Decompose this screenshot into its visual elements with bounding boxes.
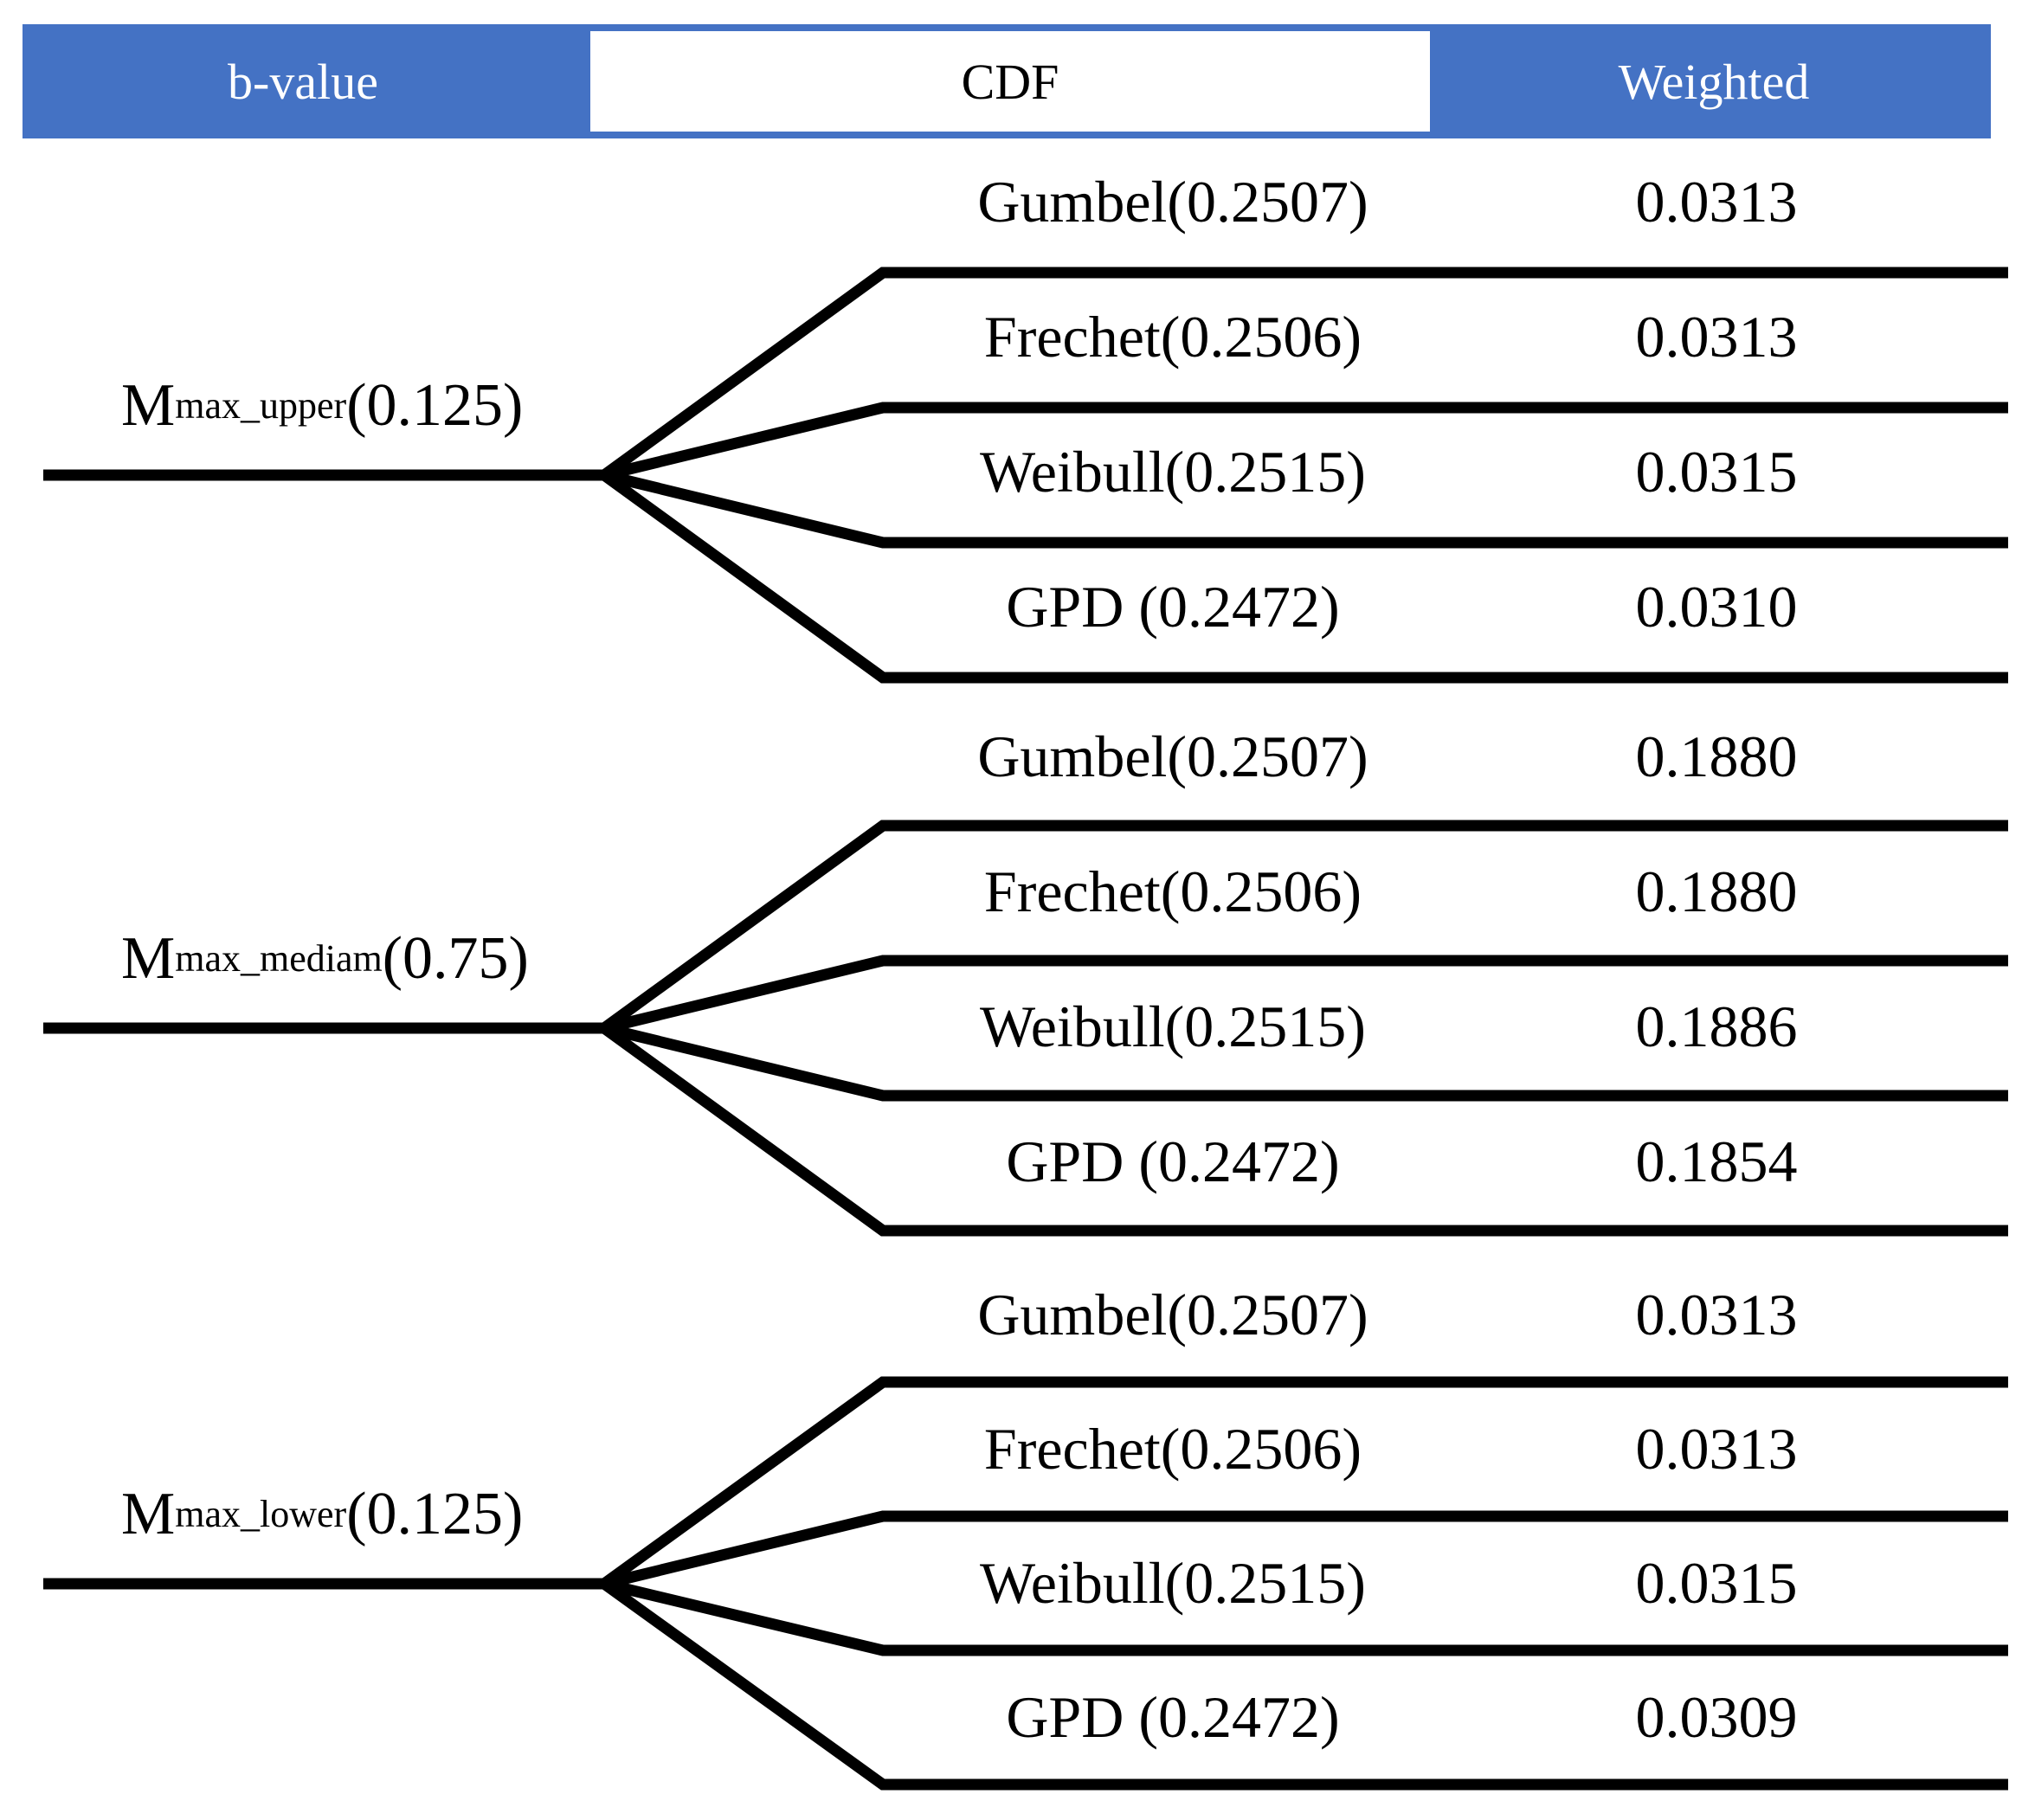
weighted-value: 0.0313 [1635, 303, 1798, 370]
weighted-value: 0.1854 [1635, 1128, 1798, 1194]
weighted-value: 0.0310 [1635, 573, 1798, 640]
weighted-value: 0.0313 [1635, 1281, 1798, 1347]
cdf-label: Weibull(0.2515) [980, 993, 1366, 1059]
branch-2-label-symbol: M [121, 925, 176, 992]
cdf-label: GPD (0.2472) [1006, 1128, 1340, 1194]
header-cell-cdf: CDF [583, 24, 1437, 138]
cdf-label: Gumbel(0.2507) [977, 168, 1368, 235]
branch-1-row-line-weibull [602, 469, 2008, 549]
branch-1-row-line-gpd [601, 470, 2008, 684]
weighted-value: 0.1880 [1635, 858, 1798, 924]
branch-1-row-line-gumbel [601, 267, 2008, 480]
header-weighted-label: Weighted [1618, 53, 1810, 110]
branch-2-label-probability: (0.75) [382, 925, 529, 992]
cdf-label: Gumbel(0.2507) [977, 723, 1368, 789]
branch-2-row-line-frechet [602, 955, 2008, 1034]
weighted-value: 0.1886 [1635, 993, 1798, 1059]
branch-3-label-symbol: M [121, 1481, 176, 1547]
weighted-value: 0.0309 [1635, 1683, 1798, 1750]
weighted-value: 0.0313 [1635, 168, 1798, 235]
cdf-label: GPD (0.2472) [1006, 1683, 1340, 1750]
cdf-label: Frechet(0.2506) [983, 858, 1362, 924]
header-cdf-label: CDF [961, 53, 1059, 110]
branch-3-row-line-frechet [602, 1510, 2008, 1590]
cdf-label: GPD (0.2472) [1006, 573, 1340, 640]
branch-1-label-symbol: M [121, 372, 176, 439]
weighted-value: 0.0315 [1635, 438, 1798, 505]
weighted-value: 0.0313 [1635, 1415, 1798, 1482]
header-cell-b-value: b-value [23, 24, 583, 138]
branch-1-row-line-frechet [602, 402, 2008, 481]
branch-3-label-probability: (0.125) [346, 1481, 524, 1547]
header-b-value-label: b-value [228, 53, 378, 110]
branch-3-row-line-weibull [602, 1578, 2008, 1656]
weighted-value: 0.1880 [1635, 723, 1798, 789]
cdf-label: Frechet(0.2506) [983, 1415, 1362, 1482]
branch-2-row-line-gpd [601, 1023, 2008, 1237]
weighted-value: 0.0315 [1635, 1549, 1798, 1616]
branch-1-label-probability: (0.125) [346, 372, 524, 439]
cdf-label: Weibull(0.2515) [980, 1549, 1366, 1616]
header-cell-weighted: Weighted [1437, 24, 1991, 138]
branch-2-row-line-gumbel [601, 820, 2008, 1033]
cdf-label: Weibull(0.2515) [980, 438, 1366, 505]
cdf-label: Frechet(0.2506) [983, 303, 1362, 370]
branch-2-row-line-weibull [602, 1022, 2008, 1102]
branch-3-row-line-gumbel [601, 1376, 2008, 1589]
cdf-label: Gumbel(0.2507) [977, 1281, 1368, 1347]
branch-3-row-line-gpd [601, 1579, 2008, 1791]
